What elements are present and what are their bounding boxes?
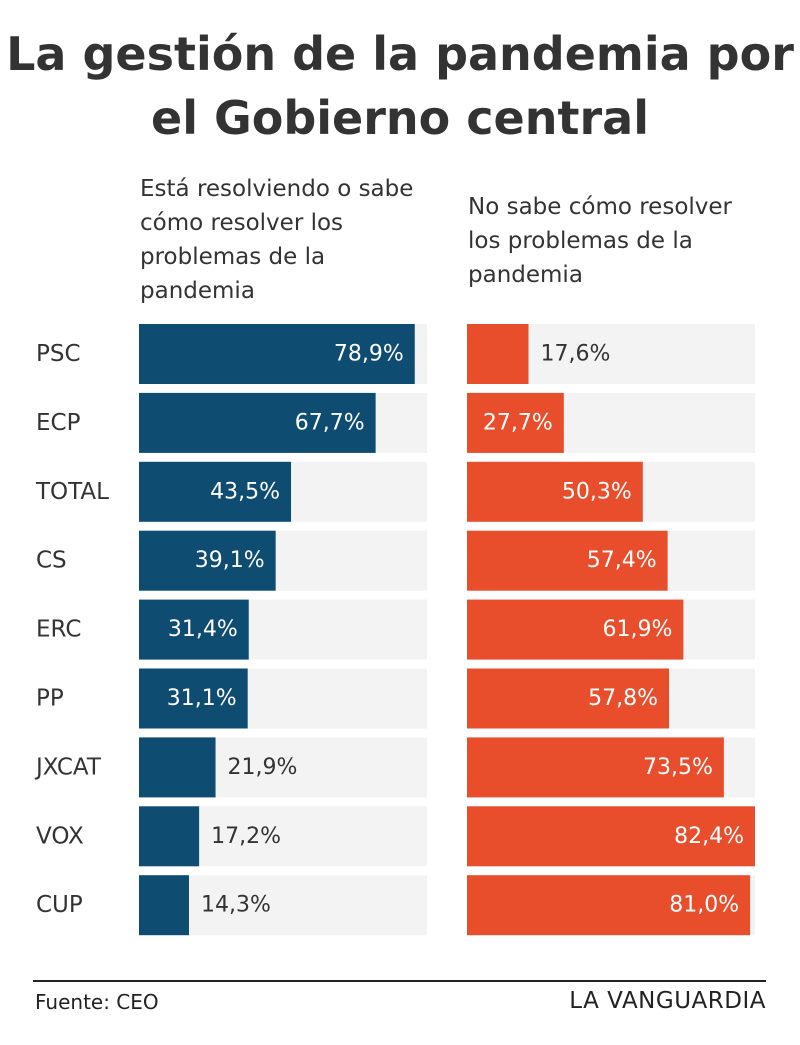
bar-chart: PSC 78,9% 17,6% ECP 67,7% 27,7% TOTAL 43,5% 50,3… bbox=[34, 324, 755, 936]
value-label: 57,4% bbox=[587, 548, 657, 573]
bar-no-sabe bbox=[467, 875, 751, 936]
value-label: 61,9% bbox=[602, 617, 672, 642]
bar-resolviendo bbox=[139, 530, 276, 591]
bar-no-sabe bbox=[467, 668, 670, 729]
value-label: 27,7% bbox=[483, 410, 553, 435]
value-label: 67,7% bbox=[295, 410, 365, 435]
value-label: 39,1% bbox=[195, 548, 265, 573]
bar-resolviendo bbox=[139, 806, 200, 867]
value-label: 31,4% bbox=[168, 617, 238, 642]
value-label: 78,9% bbox=[334, 342, 404, 367]
category-label: VOX bbox=[36, 823, 84, 849]
source-note: Fuente: CEO bbox=[35, 990, 159, 1014]
category-label: ERC bbox=[36, 617, 81, 643]
bar-no-sabe bbox=[467, 461, 643, 522]
value-label: 17,6% bbox=[541, 342, 611, 367]
bar-resolviendo bbox=[139, 324, 415, 384]
value-label: 14,3% bbox=[201, 893, 271, 918]
bar-resolviendo bbox=[139, 461, 292, 522]
value-label: 73,5% bbox=[643, 755, 713, 780]
bar-resolviendo bbox=[139, 392, 376, 453]
bar-resolviendo bbox=[139, 737, 216, 798]
value-label: 31,1% bbox=[167, 686, 237, 711]
value-label: 57,8% bbox=[588, 686, 658, 711]
value-label: 17,2% bbox=[211, 824, 281, 849]
bar-no-sabe bbox=[467, 737, 724, 798]
left-column-heading: Está resolviendo o sabe cómo resolver lo… bbox=[140, 176, 414, 304]
value-label: 21,9% bbox=[228, 755, 298, 780]
bar-resolviendo bbox=[139, 875, 189, 936]
bar-no-sabe bbox=[467, 599, 684, 660]
category-label: PSC bbox=[36, 341, 81, 367]
bar-no-sabe bbox=[467, 530, 668, 591]
bar-resolviendo bbox=[139, 599, 249, 660]
bar-no-sabe bbox=[467, 324, 529, 384]
brand-logo: LA VANGUARDIA bbox=[569, 988, 766, 1014]
value-label: 81,0% bbox=[669, 893, 739, 918]
category-label: PP bbox=[36, 686, 64, 712]
value-label: 50,3% bbox=[562, 479, 632, 504]
value-label: 82,4% bbox=[674, 824, 744, 849]
bar-no-sabe bbox=[467, 806, 755, 867]
right-column-heading: No sabe cómo resolver los problemas de l… bbox=[468, 194, 732, 288]
category-label: ECP bbox=[36, 410, 81, 436]
category-label: JXCAT bbox=[34, 754, 102, 780]
footer-divider bbox=[33, 980, 766, 982]
category-label: TOTAL bbox=[35, 479, 109, 505]
bar-resolviendo bbox=[139, 668, 248, 729]
category-label: CS bbox=[36, 548, 67, 574]
chart-title: La gestión de la pandemia por el Gobiern… bbox=[6, 27, 794, 145]
value-label: 43,5% bbox=[210, 479, 280, 504]
category-label: CUP bbox=[36, 892, 83, 918]
bar-no-sabe bbox=[467, 392, 564, 453]
